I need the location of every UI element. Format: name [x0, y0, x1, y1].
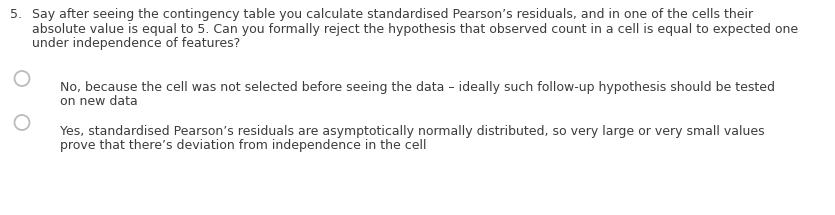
Text: Yes, standardised Pearson’s residuals are asymptotically normally distributed, s: Yes, standardised Pearson’s residuals ar… — [60, 125, 765, 138]
Text: No, because the cell was not selected before seeing the data – ideally such foll: No, because the cell was not selected be… — [60, 81, 775, 94]
Text: under independence of features?: under independence of features? — [32, 37, 240, 50]
Text: 5.: 5. — [10, 8, 22, 21]
Text: Say after seeing the contingency table you calculate standardised Pearson’s resi: Say after seeing the contingency table y… — [32, 8, 753, 21]
Text: on new data: on new data — [60, 95, 138, 108]
Text: prove that there’s deviation from independence in the cell: prove that there’s deviation from indepe… — [60, 139, 427, 152]
Text: absolute value is equal to 5. Can you formally reject the hypothesis that observ: absolute value is equal to 5. Can you fo… — [32, 23, 798, 35]
